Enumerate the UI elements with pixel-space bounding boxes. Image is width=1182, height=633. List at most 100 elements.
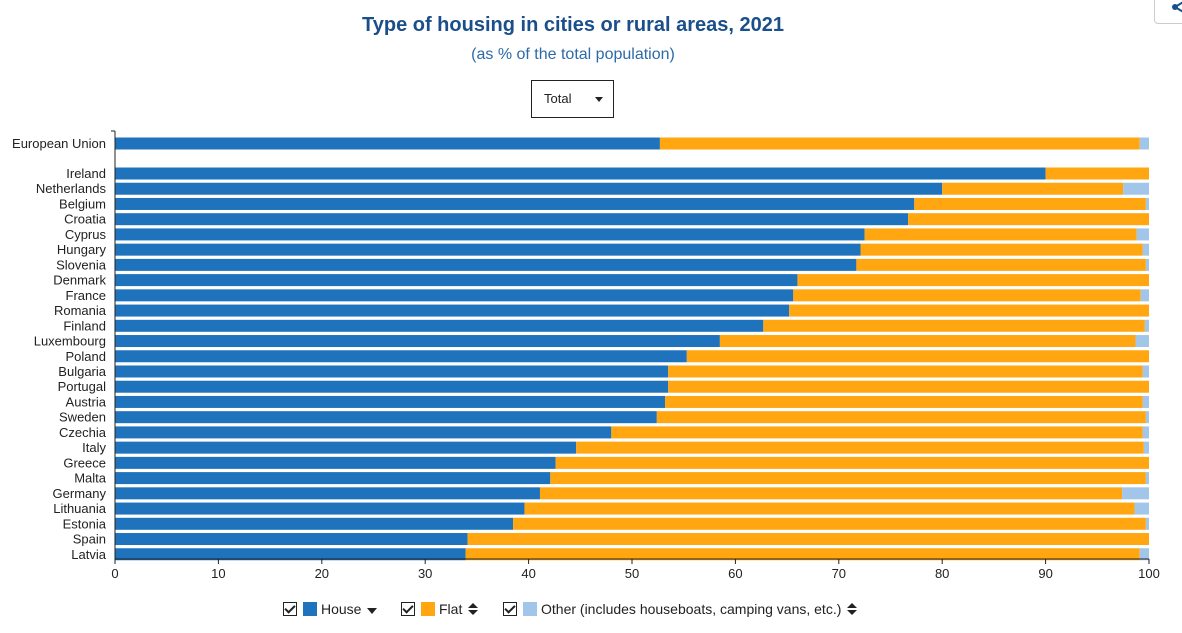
bar-segment-flat (668, 365, 1143, 378)
sort-toggle-icon[interactable] (468, 603, 479, 615)
bar-segment-house (115, 228, 865, 241)
share-button[interactable] (1154, 0, 1182, 24)
bar-segment-house (115, 365, 669, 378)
category-label: Belgium (59, 196, 106, 211)
chart-legend: House Flat Other (includes houseboats, c… (0, 598, 1182, 622)
legend-item-flat[interactable]: Flat (401, 598, 479, 620)
bar-segment-house (115, 441, 577, 454)
bar-segment-flat (539, 487, 1123, 500)
bar-segment-flat (668, 380, 1149, 393)
category-label: Italy (82, 440, 106, 455)
checkbox-checked-icon[interactable] (283, 602, 297, 616)
bar-segment-flat (908, 213, 1149, 226)
bar-segment-flat (656, 411, 1146, 424)
x-tick-label: 10 (211, 566, 225, 581)
x-tick-label: 100 (1138, 566, 1160, 581)
bar-segment-house (115, 456, 556, 469)
bar-segment-other (1135, 335, 1149, 348)
bar-segment-house (115, 487, 540, 500)
bar-segment-house (115, 274, 798, 287)
bar-segment-flat (659, 137, 1140, 150)
bar-segment-other (1142, 365, 1149, 378)
bar-segment-flat (665, 395, 1143, 408)
x-tick-label: 30 (418, 566, 432, 581)
category-label: Romania (54, 303, 107, 318)
category-label: Sweden (59, 410, 106, 425)
category-label: Hungary (57, 242, 107, 257)
chart-title: Type of housing in cities or rural areas… (362, 14, 784, 36)
bar-segment-flat (789, 304, 1149, 317)
x-tick-label: 40 (521, 566, 535, 581)
legend-item-other[interactable]: Other (includes houseboats, camping vans… (503, 598, 858, 620)
bar-segment-house (115, 426, 612, 439)
checkbox-checked-icon[interactable] (401, 602, 415, 616)
category-label: Latvia (71, 547, 106, 562)
bar-segment-flat (856, 258, 1146, 271)
bar-segment-flat (793, 289, 1141, 302)
bar-segment-flat (1045, 167, 1149, 180)
category-label: Czechia (59, 425, 107, 440)
chart-subtitle: (as % of the total population) (471, 46, 675, 63)
category-label: Austria (66, 394, 107, 409)
bar-segment-house (115, 502, 525, 515)
bar-segment-house (115, 533, 468, 546)
bar-segment-other (1139, 137, 1149, 150)
category-label: Luxembourg (34, 334, 106, 349)
category-label: Spain (73, 532, 106, 547)
bar-segment-house (115, 243, 861, 256)
x-tick-label: 0 (111, 566, 118, 581)
x-tick-label: 90 (1038, 566, 1052, 581)
x-tick-label: 50 (625, 566, 639, 581)
category-label: Bulgaria (58, 364, 106, 379)
x-tick-label: 20 (315, 566, 329, 581)
category-label: Slovenia (56, 257, 107, 272)
category-label: Croatia (64, 212, 107, 227)
bar-segment-other (1142, 426, 1149, 439)
bar-segment-flat (864, 228, 1137, 241)
category-label: Cyprus (65, 227, 107, 242)
bar-segment-house (115, 380, 669, 393)
category-label: Ireland (66, 166, 106, 181)
bar-segment-house (115, 167, 1046, 180)
category-label: Denmark (53, 273, 106, 288)
bar-segment-house (115, 289, 794, 302)
bar-segment-house (115, 319, 764, 332)
x-tick-label: 70 (832, 566, 846, 581)
bar-segment-house (115, 182, 943, 195)
bar-segment-flat (942, 182, 1124, 195)
sort-toggle-icon[interactable] (847, 603, 858, 615)
area-type-dropdown[interactable]: Total (531, 80, 614, 118)
sort-descending-icon[interactable] (367, 608, 378, 614)
category-label: Poland (66, 349, 106, 364)
bar-segment-other (1145, 517, 1149, 530)
bar-segment-flat (465, 548, 1140, 561)
category-label: Malta (74, 471, 107, 486)
bar-segment-house (115, 350, 687, 363)
bar-segment-house (115, 335, 720, 348)
bar-segment-other (1140, 289, 1149, 302)
bar-segment-house (115, 258, 857, 271)
bar-segment-other (1139, 548, 1149, 561)
bar-segment-flat (550, 472, 1146, 485)
legend-label-other: Other (includes houseboats, camping vans… (541, 601, 842, 617)
x-tick-label: 60 (728, 566, 742, 581)
bar-segment-other (1145, 411, 1149, 424)
category-label: Portugal (58, 379, 107, 394)
other-color-swatch (523, 602, 537, 616)
bar-segment-flat (467, 533, 1149, 546)
category-label: Finland (63, 318, 106, 333)
checkbox-checked-icon[interactable] (503, 602, 517, 616)
stacked-bar-chart: European UnionIrelandNetherlandsBelgiumC… (12, 130, 1160, 581)
bar-segment-flat (524, 502, 1135, 515)
bar-segment-other (1134, 502, 1149, 515)
legend-item-house[interactable]: House (283, 598, 378, 620)
bar-segment-house (115, 304, 790, 317)
legend-label-flat: Flat (439, 601, 463, 617)
bar-segment-house (115, 411, 657, 424)
bar-segment-house (115, 548, 466, 561)
dropdown-selected-value: Total (544, 91, 572, 106)
x-tick-label: 80 (935, 566, 949, 581)
bar-segment-flat (576, 441, 1144, 454)
bar-segment-other (1123, 182, 1149, 195)
category-label: Greece (63, 455, 106, 470)
